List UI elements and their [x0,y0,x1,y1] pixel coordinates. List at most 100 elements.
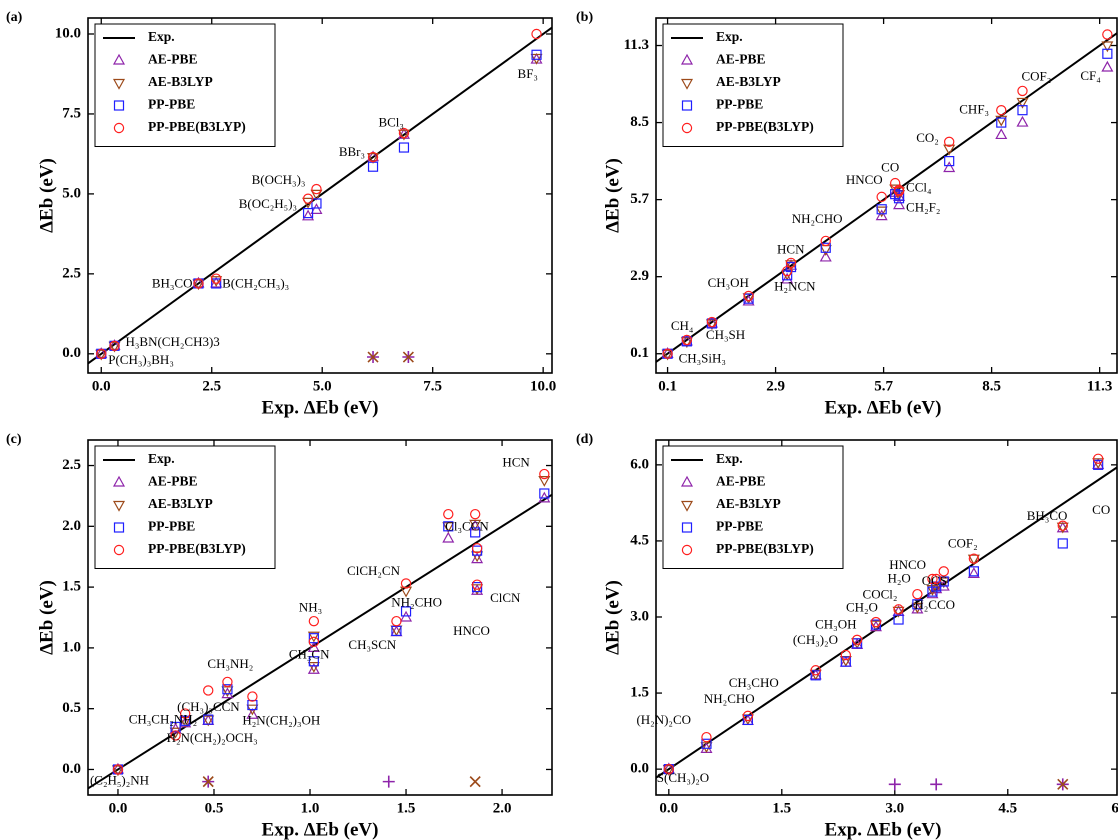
point-label: ClCH₂CN [347,563,401,578]
legend-label: PP-PBE(B3LYP) [716,119,814,134]
legend-marker [112,500,126,512]
data-point [471,551,484,563]
data-point [820,242,831,253]
legend-label: AE-PBE [716,52,766,67]
data-point [1057,538,1068,549]
point-label: CO [1092,502,1110,517]
data-point [743,293,754,304]
y-tick-label: 0.0 [62,345,81,361]
point-label: H₂O [887,571,910,586]
panel-title: (c) [6,432,22,447]
data-point [203,714,214,725]
data-point [1017,85,1028,97]
data-point [400,578,412,589]
data-point [471,552,484,564]
panel-title: (b) [576,10,593,25]
data-point [810,670,821,681]
legend-box [94,445,276,569]
legend-marker [113,522,125,533]
data-point [246,708,259,719]
data-point [193,278,204,289]
x-tick-label: 2.0 [493,800,512,816]
data-point [302,209,315,221]
data-point [663,763,675,775]
data-point [471,579,483,590]
point-label: (C₂H₅)₂NH [90,772,149,787]
legend-label: AE-PBE [148,474,198,489]
data-point [943,144,956,156]
data-point [367,151,379,163]
legend-marker [113,100,125,111]
data-point [893,198,906,210]
data-point [539,488,550,499]
data-point [391,625,402,636]
legend-marker [680,500,694,512]
point-label: CH₂O [846,600,878,615]
x-tick-label: 0.1 [658,378,677,394]
data-point [810,665,821,676]
y-tick-label: 3.0 [630,608,649,624]
data-point [876,204,887,215]
x-tick-label: 0.5 [205,800,224,816]
data-point [995,128,1008,140]
data-point [943,136,955,148]
data-point [701,738,712,749]
data-point [442,531,455,543]
data-point [870,616,882,628]
data-point [995,115,1008,127]
legend-label: PP-PBE [716,97,763,112]
data-point [1102,29,1113,40]
plot-frame [87,439,553,796]
point-label: CH₃CH₂NH₂ [129,711,198,726]
x-axis-label: Exp. ΔEb (eV) [262,819,379,840]
point-label: HNCO [889,557,926,572]
data-point [705,319,718,331]
data-point [785,260,798,272]
data-point [222,676,233,688]
data-point [700,742,713,754]
data-point [893,614,904,625]
data-point [203,685,214,696]
data-point [1017,105,1028,116]
data-point [192,276,205,288]
y-tick-label: 7.5 [62,105,81,121]
data-point [1016,115,1029,127]
y-tick-label: 1.5 [62,579,81,595]
data-point [108,339,121,350]
point-label: CH₃OH [815,616,856,631]
point-label: CH₃SH [706,327,745,342]
plot-frame [655,17,1118,374]
data-point [706,316,718,328]
point-label: H₂CCO [914,597,955,612]
data-point [968,566,979,577]
data-point [112,764,124,775]
point-label: HCN [502,455,530,470]
data-point [180,715,191,726]
data-point [400,606,412,617]
legend-label: Exp. [148,451,175,466]
data-point [222,684,233,695]
x-tick-label: 2.9 [766,378,785,394]
point-label: CH₃CHO [729,675,779,690]
data-point [1101,60,1114,72]
data-point [307,631,320,643]
point-label: CO [881,159,899,174]
data-point [968,553,980,564]
legend-marker [113,122,125,134]
legend-label: AE-B3LYP [716,496,781,511]
data-point [1101,41,1114,53]
outlier-point [930,778,943,791]
legend-box [662,23,844,147]
x-tick-label: 1.5 [397,800,416,816]
data-point [893,193,905,204]
y-tick-label: 4.5 [630,532,649,548]
x-tick-label: 7.5 [423,378,442,394]
y-tick-label: 6.0 [630,456,649,472]
x-tick-label: 4.5 [998,800,1017,816]
data-point [1102,48,1113,59]
point-label: CH₃SCN [348,637,396,652]
data-point [820,235,831,247]
data-point [912,588,923,600]
data-point [169,727,182,739]
